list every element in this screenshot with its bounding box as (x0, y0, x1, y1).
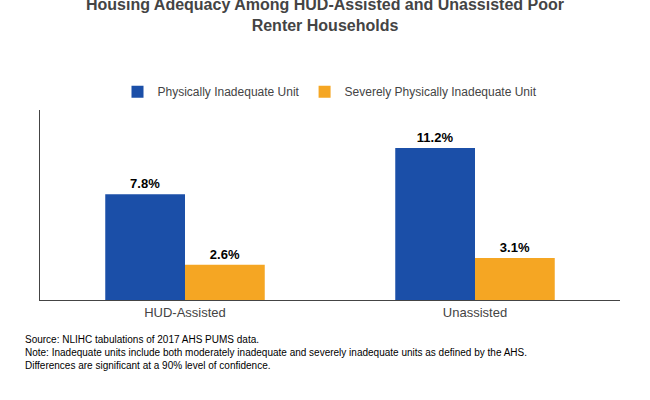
svg-text:Severely Physically Inadequate: Severely Physically Inadequate Unit (345, 85, 537, 99)
svg-text:11.2%: 11.2% (417, 130, 454, 145)
svg-text:HUD-Assisted: HUD-Assisted (144, 305, 226, 320)
svg-text:Physically Inadequate Unit: Physically Inadequate Unit (158, 85, 300, 99)
svg-text:2.6%: 2.6% (210, 247, 240, 262)
svg-text:Unassisted: Unassisted (443, 305, 507, 320)
svg-text:Source: NLIHC tabulations of 2: Source: NLIHC tabulations of 2017 AHS PU… (25, 334, 527, 371)
svg-text:3.1%: 3.1% (500, 240, 530, 255)
svg-text:Housing Adequacy Among HUD-Ass: Housing Adequacy Among HUD-Assisted and … (86, 0, 564, 34)
svg-text:7.8%: 7.8% (130, 176, 160, 191)
